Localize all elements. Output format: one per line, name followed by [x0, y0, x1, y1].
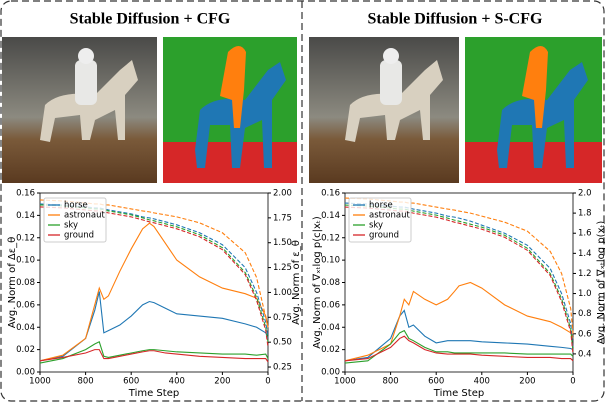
y2-tick-label: 2.0	[578, 189, 592, 199]
legend-label: ground	[369, 231, 399, 241]
y2-tick-label: 1.4	[578, 249, 592, 259]
y-tick-label: 0.10	[16, 256, 35, 266]
y-tick-label: 0.14	[321, 211, 340, 221]
x-axis-label: Time Step	[433, 388, 484, 399]
y2-tick-label: 0.50	[273, 338, 292, 348]
legend-label: ground	[64, 231, 94, 241]
y2-tick-label: 1.6	[578, 229, 592, 239]
y2-axis-label: Avg. Norm of ∇ₓₜlog p(xₜ)	[596, 221, 605, 345]
x-axis-label: Time Step	[128, 388, 179, 399]
segmentation	[163, 37, 297, 183]
legend-label: astronaut	[64, 211, 105, 221]
legend-label: astronaut	[369, 211, 410, 221]
legend-label: horse	[369, 201, 393, 211]
y2-tick-label: 1.75	[273, 213, 292, 223]
x-tick-label: 800	[77, 377, 93, 387]
legend-box	[43, 197, 107, 243]
line	[344, 335, 574, 362]
y-tick-label: 0.12	[16, 233, 35, 243]
x-tick-label: 800	[382, 377, 398, 387]
y-tick-label: 0.16	[321, 189, 340, 199]
line	[39, 222, 269, 362]
x-tick-label: 1000	[334, 377, 356, 387]
y-axis-label: Avg. Norm of ∇ₓₜlog p(c|xₜ)	[312, 216, 323, 349]
x-tick-label: 200	[214, 377, 230, 387]
segmentation	[465, 37, 602, 183]
y2-tick-label: 2.00	[273, 189, 292, 199]
legend-label: sky	[369, 221, 383, 231]
y2-tick-label: 1.0	[578, 289, 592, 299]
x-tick-label: 0	[265, 377, 270, 387]
y-tick-label: 0.04	[321, 323, 340, 333]
y-tick-label: 0.04	[16, 323, 35, 333]
y2-tick-label: 0.6	[578, 329, 592, 339]
x-tick-label: 400	[474, 377, 490, 387]
y-tick-label: 0.08	[16, 278, 35, 288]
y-tick-label: 0.10	[321, 256, 340, 266]
x-tick-label: 400	[169, 377, 185, 387]
line	[344, 329, 574, 364]
x-tick-label: 600	[428, 377, 444, 387]
x-tick-label: 200	[519, 377, 535, 387]
y2-tick-label: 1.25	[273, 263, 292, 273]
legend-label: sky	[64, 221, 78, 231]
images	[2, 37, 602, 183]
y-tick-label: 0.06	[321, 300, 340, 310]
y-tick-label: 0.02	[321, 345, 340, 355]
x-tick-label: 600	[123, 377, 139, 387]
panel-title: Stable Diffusion + CFG	[70, 11, 231, 28]
photo	[309, 37, 459, 183]
x-tick-label: 0	[570, 377, 575, 387]
legend-label: horse	[64, 201, 88, 211]
line	[39, 291, 269, 362]
y2-tick-label: 0.8	[578, 309, 592, 319]
y2-tick-label: 0.25	[273, 363, 292, 373]
panel-title: Stable Diffusion + S-CFG	[368, 11, 543, 28]
y-tick-label: 0.08	[321, 278, 340, 288]
y2-axis-label: Avg. Norm of ε_θ	[291, 240, 302, 325]
y2-tick-label: 1.50	[273, 238, 292, 248]
y2-tick-label: 1.2	[578, 269, 592, 279]
line	[39, 349, 269, 363]
y-axis-label: Avg. Norm of Δε_θ	[7, 237, 18, 329]
y2-tick-label: 1.8	[578, 209, 592, 219]
y-tick-label: 0.00	[16, 368, 35, 378]
legend-box	[348, 197, 412, 243]
line	[344, 281, 574, 362]
y-tick-label: 0.16	[16, 189, 35, 199]
y-tick-label: 0.00	[321, 368, 340, 378]
photo	[2, 37, 157, 183]
y2-tick-label: 1.00	[273, 288, 292, 298]
x-tick-label: 1000	[29, 377, 51, 387]
y-tick-label: 0.12	[321, 233, 340, 243]
y-tick-label: 0.06	[16, 300, 35, 310]
y-tick-label: 0.02	[16, 345, 35, 355]
line	[39, 341, 269, 364]
y2-tick-label: 0.75	[273, 313, 292, 323]
y2-tick-label: 0.4	[578, 349, 592, 359]
y-tick-label: 0.14	[16, 211, 35, 221]
